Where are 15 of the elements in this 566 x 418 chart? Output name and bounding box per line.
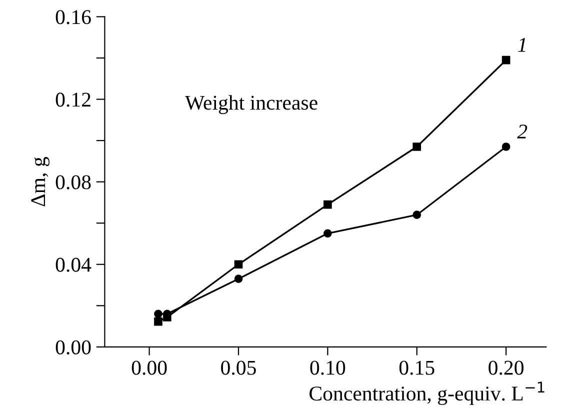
x-tick-label: 0.15 — [399, 360, 434, 375]
series-label: 2 — [517, 124, 528, 138]
series-label: 1 — [518, 38, 526, 52]
x-tick-label: 0.10 — [310, 360, 346, 375]
x-tick-label: 0.05 — [221, 360, 256, 375]
y-tick-label: 0.04 — [56, 258, 92, 272]
y-tick-label: 0.12 — [56, 92, 90, 107]
y-tick-label: 0.08 — [56, 175, 91, 190]
x-axis-title: Concentration, g-equiv. L$^{−1}$ — [310, 382, 544, 405]
y-axis-title: Δm, g — [31, 157, 50, 206]
y-tick-label: 0.00 — [56, 340, 91, 354]
x-tick-label: 0.00 — [132, 360, 167, 375]
x-tick-label: 0.20 — [488, 360, 524, 375]
y-tick-label: 0.16 — [56, 10, 91, 24]
annotation: Weight increase — [185, 95, 318, 114]
